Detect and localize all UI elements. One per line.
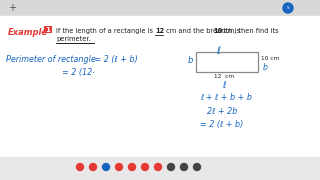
Text: b: b	[263, 63, 268, 72]
Circle shape	[283, 3, 293, 13]
Circle shape	[116, 163, 123, 170]
Text: If the length of a rectangle is: If the length of a rectangle is	[56, 28, 155, 34]
Text: b: b	[188, 55, 193, 64]
Circle shape	[76, 163, 84, 170]
Circle shape	[194, 163, 201, 170]
Text: 12: 12	[155, 28, 164, 34]
Text: +: +	[8, 3, 16, 13]
Text: ℓ: ℓ	[216, 46, 220, 56]
Text: Perimeter of rectangle: Perimeter of rectangle	[6, 55, 96, 64]
Bar	[0, 16, 320, 164]
Text: 12  cm: 12 cm	[214, 74, 234, 79]
Text: 2ℓ + 2b: 2ℓ + 2b	[207, 107, 237, 116]
Text: = 2 (ℓ + b): = 2 (ℓ + b)	[200, 120, 243, 129]
Text: S: S	[287, 6, 289, 10]
Circle shape	[129, 163, 135, 170]
Text: cm, then find its: cm, then find its	[222, 28, 279, 34]
Text: cm and the breadth is: cm and the breadth is	[164, 28, 242, 34]
Bar	[196, 52, 258, 72]
Circle shape	[155, 163, 162, 170]
Circle shape	[102, 163, 109, 170]
Text: perimeter.: perimeter.	[56, 36, 91, 42]
Text: = 2 (12⋅: = 2 (12⋅	[62, 68, 95, 77]
Text: 10 cm: 10 cm	[261, 56, 279, 61]
Circle shape	[141, 163, 148, 170]
Text: Example: Example	[8, 28, 48, 37]
Circle shape	[167, 163, 174, 170]
Circle shape	[90, 163, 97, 170]
FancyBboxPatch shape	[44, 26, 52, 33]
Text: 1: 1	[45, 26, 51, 33]
Bar	[0, 0, 320, 16]
Text: ℓ + ℓ + b + b: ℓ + ℓ + b + b	[200, 93, 252, 102]
Bar	[0, 157, 320, 180]
Text: = 2 (ℓ + b): = 2 (ℓ + b)	[92, 55, 138, 64]
Text: ℓ: ℓ	[222, 81, 226, 90]
Circle shape	[180, 163, 188, 170]
Text: 10: 10	[213, 28, 222, 34]
